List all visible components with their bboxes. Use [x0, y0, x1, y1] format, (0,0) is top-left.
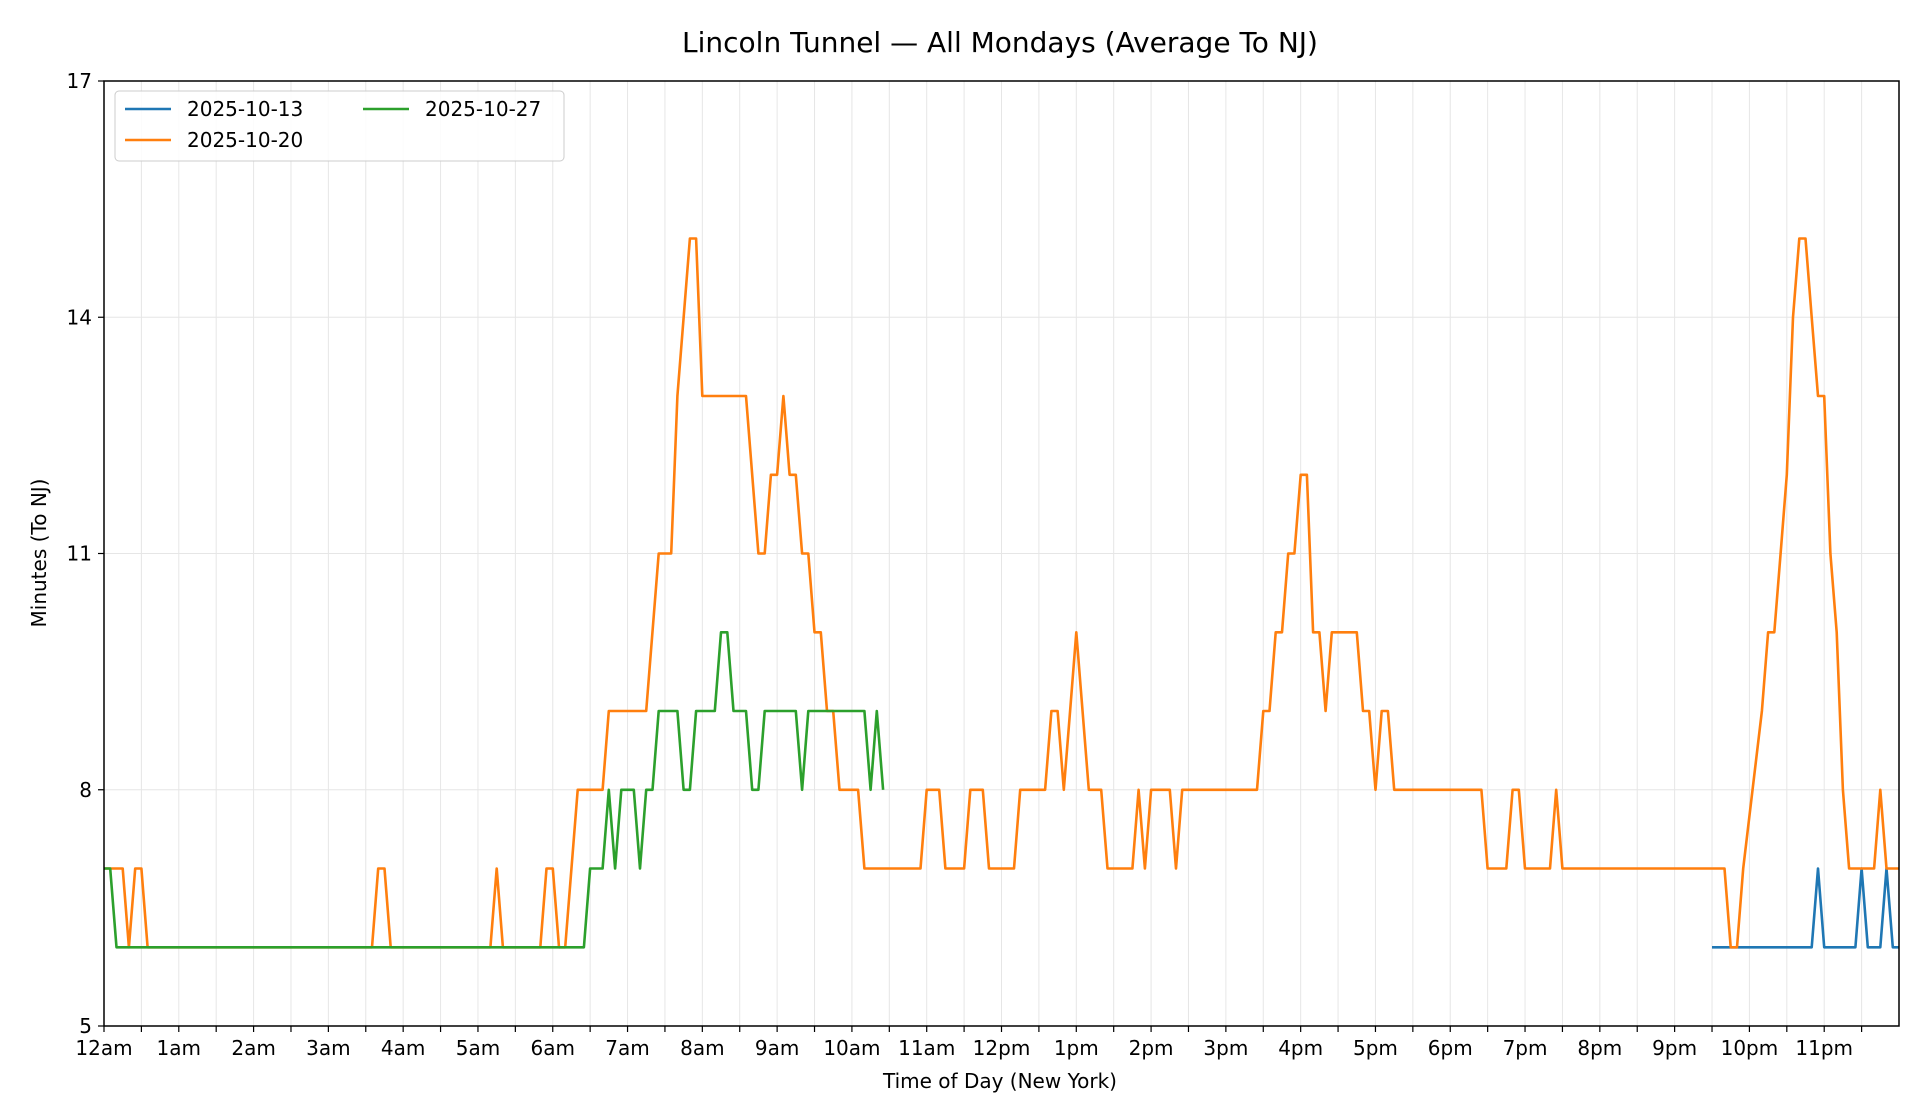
- x-tick-label: 6pm: [1428, 1036, 1473, 1060]
- legend: 2025-10-13 2025-10-20 2025-10-27: [114, 90, 565, 162]
- grid-lines: [103, 80, 1899, 1027]
- x-axis-ticks: 12am 1am 2am 3am 4am 5am 6am 7am 8am 9am 10am 11am 1…: [75, 1026, 1863, 1060]
- x-tick-label: 7pm: [1503, 1036, 1548, 1060]
- x-tick-label: 11pm: [1795, 1036, 1853, 1060]
- legend-label: 2025-10-13: [187, 97, 303, 121]
- x-tick-label: 9am: [755, 1036, 799, 1060]
- x-tick-label: 5pm: [1353, 1036, 1398, 1060]
- x-tick-label: 12am: [75, 1036, 132, 1060]
- x-tick-label: 11am: [898, 1036, 955, 1060]
- x-tick-label: 8pm: [1577, 1036, 1622, 1060]
- x-tick-label: 2pm: [1129, 1036, 1174, 1060]
- x-tick-label: 3am: [306, 1036, 350, 1060]
- series-line-2025-10-20: [104, 237, 1899, 949]
- x-tick-label: 2am: [231, 1036, 275, 1060]
- legend-box: [114, 90, 565, 162]
- y-tick-label: 17: [67, 69, 92, 93]
- series-lines: [104, 237, 1899, 949]
- x-axis-label: Time of Day (New York): [882, 1069, 1117, 1093]
- x-tick-label: 6am: [531, 1036, 575, 1060]
- x-tick-label: 12pm: [973, 1036, 1031, 1060]
- x-tick-label: 4am: [381, 1036, 425, 1060]
- y-axis-ticks: 5 8 11 14 17: [67, 69, 104, 1038]
- x-tick-label: 10am: [823, 1036, 880, 1060]
- x-tick-label: 4pm: [1278, 1036, 1323, 1060]
- x-tick-label: 7am: [605, 1036, 649, 1060]
- x-tick-label: 3pm: [1203, 1036, 1248, 1060]
- y-tick-label: 14: [67, 305, 92, 329]
- x-tick-label: 8am: [680, 1036, 724, 1060]
- y-axis-label: Minutes (To NJ): [27, 479, 51, 628]
- series-line-2025-10-27: [104, 630, 885, 949]
- x-tick-label: 9pm: [1652, 1036, 1697, 1060]
- series-line-2025-10-13: [1712, 867, 1899, 949]
- x-tick-label: 5am: [456, 1036, 500, 1060]
- x-tick-label: 1am: [157, 1036, 201, 1060]
- legend-label: 2025-10-27: [425, 97, 541, 121]
- legend-label: 2025-10-20: [187, 128, 303, 152]
- y-tick-label: 11: [67, 542, 92, 566]
- x-tick-label: 10pm: [1721, 1036, 1779, 1060]
- y-tick-label: 8: [79, 778, 92, 802]
- y-tick-label: 5: [79, 1014, 92, 1038]
- chart-title: Lincoln Tunnel — All Mondays (Average To…: [682, 26, 1318, 59]
- x-tick-label: 1pm: [1054, 1036, 1099, 1060]
